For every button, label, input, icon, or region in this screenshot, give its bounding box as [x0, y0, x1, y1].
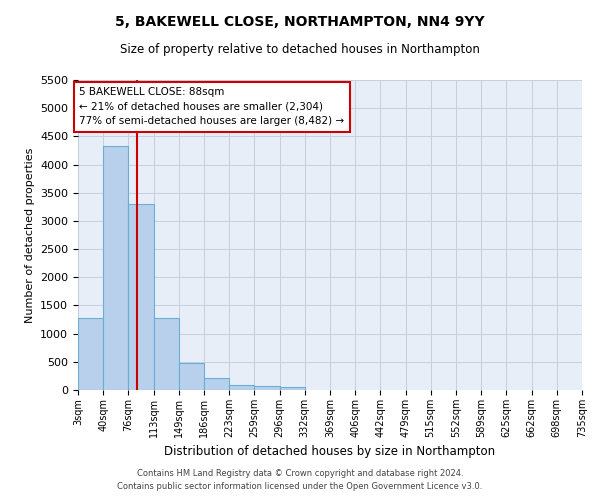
- Bar: [204, 378, 229, 390]
- Text: 5 BAKEWELL CLOSE: 88sqm
← 21% of detached houses are smaller (2,304)
77% of semi: 5 BAKEWELL CLOSE: 88sqm ← 21% of detache…: [79, 87, 344, 126]
- Bar: [128, 204, 154, 390]
- Text: Size of property relative to detached houses in Northampton: Size of property relative to detached ho…: [120, 42, 480, 56]
- Text: Contains HM Land Registry data © Crown copyright and database right 2024.: Contains HM Land Registry data © Crown c…: [137, 468, 463, 477]
- Bar: [254, 386, 280, 390]
- Y-axis label: Number of detached properties: Number of detached properties: [25, 148, 35, 322]
- X-axis label: Distribution of detached houses by size in Northampton: Distribution of detached houses by size …: [164, 446, 496, 458]
- Bar: [280, 387, 305, 390]
- Bar: [154, 318, 179, 390]
- Text: Contains public sector information licensed under the Open Government Licence v3: Contains public sector information licen…: [118, 482, 482, 491]
- Text: 5, BAKEWELL CLOSE, NORTHAMPTON, NN4 9YY: 5, BAKEWELL CLOSE, NORTHAMPTON, NN4 9YY: [115, 15, 485, 29]
- Bar: [229, 385, 254, 390]
- Bar: [78, 318, 103, 390]
- Bar: [179, 363, 204, 390]
- Bar: [103, 146, 128, 390]
